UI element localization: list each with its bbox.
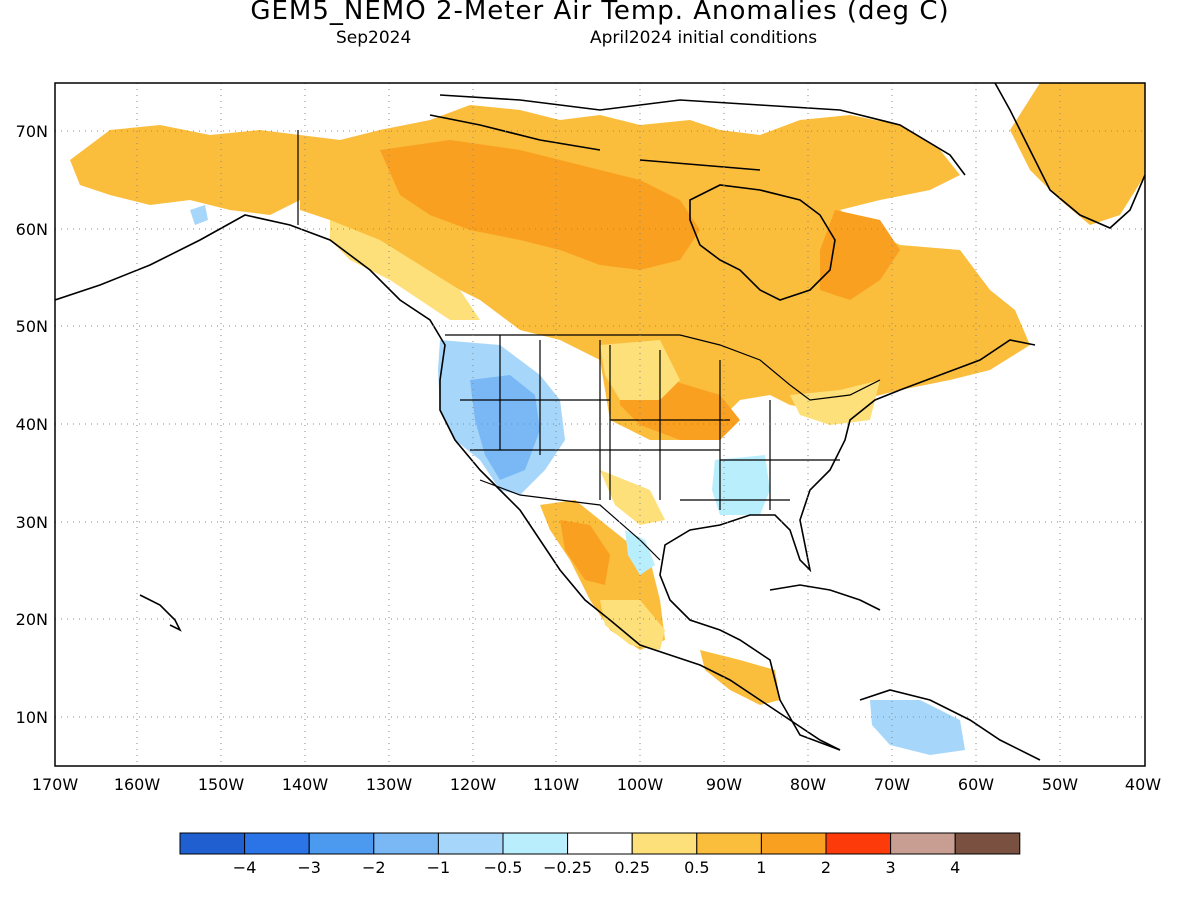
longitude-axis: 170W 160W 150W 140W 130W 120W 110W 100W … bbox=[32, 775, 1161, 794]
texas-mild-warm bbox=[600, 470, 665, 525]
caribbean-cool-spot bbox=[870, 700, 965, 755]
colorbar-label: 4 bbox=[950, 858, 960, 877]
us-mexico-border bbox=[479, 479, 661, 561]
lon-label: 50W bbox=[1042, 775, 1078, 794]
lat-label: 60N bbox=[16, 220, 48, 239]
colorbar-label: −1 bbox=[427, 858, 451, 877]
colorbar-label: 0.5 bbox=[684, 858, 709, 877]
gulf-coastline bbox=[659, 339, 1036, 751]
colorbar-swatch bbox=[567, 832, 633, 855]
lat-label: 10N bbox=[16, 708, 48, 727]
canada-strong-warm bbox=[380, 140, 700, 270]
initial-conditions: April2024 initial conditions bbox=[590, 28, 818, 48]
colorbar-swatch bbox=[244, 832, 310, 855]
mexico-strong-warm bbox=[560, 520, 610, 585]
colorbar-label: 0.25 bbox=[614, 858, 650, 877]
quebec-strong-warm bbox=[820, 210, 900, 300]
great-basin-cold-region bbox=[470, 375, 540, 480]
colorbar-swatch bbox=[825, 832, 892, 855]
strong-warm-regions bbox=[380, 140, 900, 585]
southeast-cool-region bbox=[712, 455, 770, 515]
lon-label: 160W bbox=[114, 775, 161, 794]
lon-label: 150W bbox=[198, 775, 245, 794]
lon-label: 40W bbox=[1125, 775, 1161, 794]
latitude-axis: 70N 60N 50N 40N 30N 20N 10N bbox=[16, 122, 48, 727]
map-title: GEM5_NEMO 2-Meter Air Temp. Anomalies (d… bbox=[250, 0, 950, 26]
lon-label: 70W bbox=[874, 775, 910, 794]
colorbar-label: 1 bbox=[756, 858, 766, 877]
colorbar-swatch bbox=[954, 832, 1021, 855]
north-america-coastline bbox=[55, 214, 841, 751]
us-canada-border bbox=[445, 334, 881, 401]
lon-label: 100W bbox=[617, 775, 664, 794]
colorbar-swatch bbox=[760, 832, 827, 855]
forecast-month: Sep2024 bbox=[336, 28, 412, 48]
lat-label: 20N bbox=[16, 610, 48, 629]
colorbar-label: 2 bbox=[821, 858, 831, 877]
lat-label: 30N bbox=[16, 513, 48, 532]
colorbar-swatch bbox=[373, 832, 439, 855]
colorbar-swatch bbox=[437, 832, 504, 855]
lon-label: 80W bbox=[790, 775, 826, 794]
greenland-warm-region bbox=[1010, 83, 1145, 225]
central-america-warm-region bbox=[700, 650, 780, 705]
political-borders bbox=[297, 130, 881, 561]
colorbar-swatch bbox=[308, 832, 375, 855]
hawaii-coastline bbox=[139, 594, 182, 632]
colorbar-label: −0.25 bbox=[543, 858, 592, 877]
colorbar-label: −0.5 bbox=[484, 858, 523, 877]
colorbar-label: 3 bbox=[886, 858, 896, 877]
colorbar-swatch bbox=[179, 832, 246, 855]
colorbar-label: −4 bbox=[233, 858, 257, 877]
colorbar-swatch bbox=[502, 832, 569, 855]
rockies-mild-warm bbox=[330, 220, 480, 320]
colorbar-swatch bbox=[631, 832, 698, 855]
lon-label: 120W bbox=[450, 775, 497, 794]
colorbar-swatch bbox=[890, 832, 956, 855]
lon-label: 60W bbox=[958, 775, 994, 794]
lon-label: 110W bbox=[533, 775, 580, 794]
cuba-coastline bbox=[769, 584, 881, 611]
lon-label: 170W bbox=[32, 775, 79, 794]
colorbar-label: −3 bbox=[297, 858, 321, 877]
map-plot-area bbox=[55, 83, 1145, 766]
us-state-grid bbox=[460, 335, 840, 510]
south-mexico-mild-warm bbox=[600, 600, 665, 650]
gulf-mexico-cool-spot bbox=[625, 530, 655, 575]
lat-label: 50N bbox=[16, 317, 48, 336]
colorbar-swatch bbox=[696, 832, 762, 855]
arctic-islands-coastline bbox=[429, 94, 966, 176]
alaska-warm-region bbox=[70, 125, 300, 215]
lon-label: 130W bbox=[366, 775, 413, 794]
lon-label: 140W bbox=[282, 775, 329, 794]
coastlines bbox=[55, 83, 1145, 761]
map-frame bbox=[54, 82, 1146, 767]
alaska-cool-spot bbox=[190, 205, 208, 225]
lat-label: 40N bbox=[16, 415, 48, 434]
lat-label: 70N bbox=[16, 122, 48, 141]
colorbar: −4 −3 −2 −1 −0.5 −0.25 0.25 0.5 1 2 3 4 bbox=[179, 832, 1021, 877]
greenland-coastline bbox=[994, 83, 1145, 229]
lon-label: 90W bbox=[706, 775, 742, 794]
colorbar-label: −2 bbox=[362, 858, 386, 877]
south-america-coastline bbox=[859, 689, 1041, 761]
hudson-bay-coastline bbox=[689, 184, 836, 301]
